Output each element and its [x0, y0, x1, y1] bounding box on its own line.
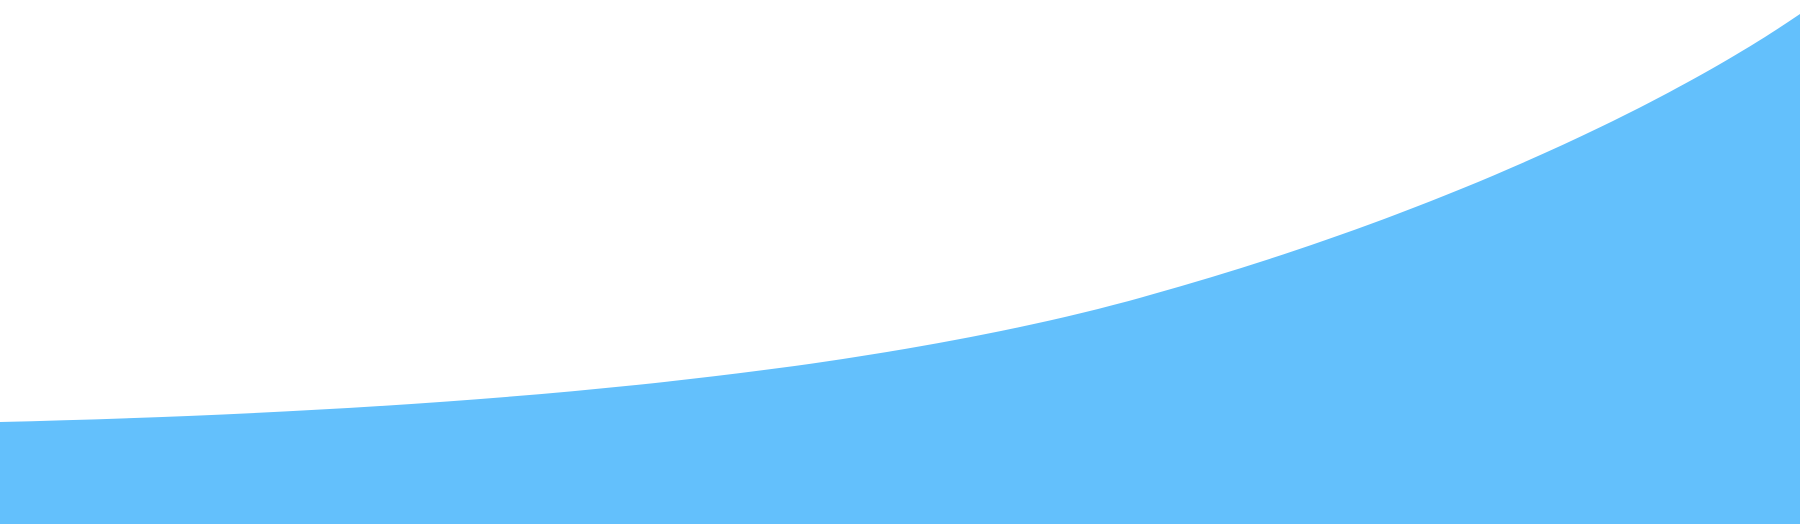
wave-path	[0, 14, 1800, 524]
